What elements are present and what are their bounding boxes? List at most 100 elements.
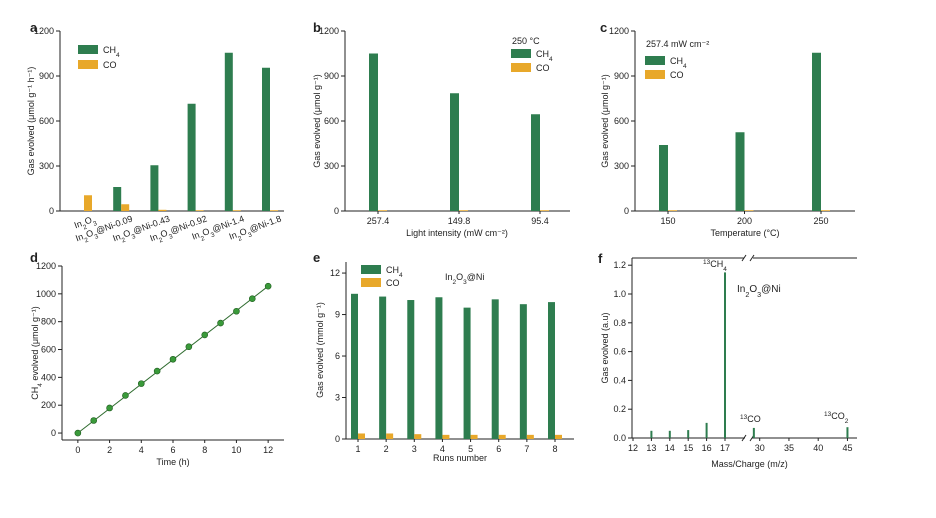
label-part: O xyxy=(122,228,132,240)
label-part: 2 xyxy=(82,223,88,231)
y-tick-label: 9 xyxy=(335,310,340,320)
label-part: 13 xyxy=(740,414,748,421)
x-tick-label: 6 xyxy=(496,444,501,454)
label-part: 13 xyxy=(824,411,832,418)
label-part: @Ni-1.8 xyxy=(248,213,283,234)
label-part: CH xyxy=(710,259,723,269)
label-part: 2 xyxy=(83,236,89,244)
x-tick-label: In2O3 xyxy=(73,213,98,233)
legend-label-ch4: CH4 xyxy=(386,265,403,279)
panel-label-f: f xyxy=(598,251,603,266)
label-part: 2 xyxy=(121,236,127,244)
x-tick-label: 4 xyxy=(139,445,144,455)
x-tick-label: 35 xyxy=(784,443,794,453)
data-point-2 xyxy=(106,404,113,412)
bar-co-8 xyxy=(555,434,562,439)
label-part: CO xyxy=(386,278,400,288)
bar-ch4-8 xyxy=(548,302,555,439)
bar-co-1 xyxy=(84,195,92,211)
bar-ch4-1 xyxy=(351,293,358,439)
legend-swatch-co xyxy=(78,60,98,69)
legend-swatch-co xyxy=(511,63,531,72)
y-axis-label: Gas evolved (a.u) xyxy=(600,312,610,383)
bar-ch4-3 xyxy=(407,300,415,439)
bar-ch4-4 xyxy=(435,297,443,439)
y-tick-label: 200 xyxy=(41,400,56,410)
x-tick-label: 12 xyxy=(628,443,638,453)
y-tick-label: 3 xyxy=(335,393,340,403)
y-tick-label: 400 xyxy=(41,372,56,382)
legend-swatch-co xyxy=(361,278,381,287)
x-axis-label: Time (h) xyxy=(156,457,189,467)
bar-co-4 xyxy=(442,434,450,439)
bar-ch4-3 xyxy=(150,165,159,211)
legend-swatch-ch4 xyxy=(361,265,381,274)
label-part: O xyxy=(85,228,95,240)
peak-mz-13 xyxy=(650,430,653,438)
x-axis-label: Temperature (°C) xyxy=(710,228,779,238)
y-tick-label: 0.2 xyxy=(613,404,626,414)
legend-swatch-co xyxy=(645,70,665,79)
x-tick-label: 12 xyxy=(263,445,273,455)
y-tick-label: 1200 xyxy=(319,26,339,36)
y-axis-label: CH4 evolved (μmol g⁻¹) xyxy=(30,306,44,400)
label-part: 3 xyxy=(463,279,467,286)
legend-swatch-ch4 xyxy=(511,49,531,58)
y-tick-label: 0 xyxy=(49,206,54,216)
y-tick-label: 600 xyxy=(39,116,54,126)
legend-label-ch4: CH4 xyxy=(670,56,687,70)
bar-co-4 xyxy=(195,210,204,211)
bar-ch4-6 xyxy=(491,299,499,439)
data-point-6 xyxy=(169,355,177,363)
bar-co-5 xyxy=(470,434,478,439)
label-part: O xyxy=(238,226,248,238)
y-tick-label: 900 xyxy=(324,71,339,81)
legend-label-co: CO xyxy=(670,70,684,80)
panel-d: 0 200 400 600 800 1000 1200 0 2 4 6 8 10 12 Time (h) CH… xyxy=(30,261,284,467)
label-part: In xyxy=(228,230,238,242)
bar-co-2 xyxy=(744,210,754,211)
label-part: In xyxy=(74,231,84,243)
peak-mz-29 xyxy=(752,427,755,438)
label-part: 2 xyxy=(453,279,457,286)
label-part: 3 xyxy=(131,233,137,241)
x-tick-label: 257.4 xyxy=(367,216,390,226)
x-tick-label: 16 xyxy=(702,443,712,453)
bar-co-7 xyxy=(526,434,534,439)
x-tick-label: 6 xyxy=(170,445,175,455)
panel-a: 03006009001200In2O3In2O3@Ni-0.09In2O3@Ni… xyxy=(26,26,284,244)
label-part: CO xyxy=(747,414,761,424)
x-tick-label: 5 xyxy=(468,444,473,454)
data-point-9 xyxy=(217,319,224,327)
bar-ch4-3 xyxy=(531,114,540,211)
label-part: CH xyxy=(536,49,549,59)
axis-break-mark xyxy=(749,254,755,262)
y-tick-label: 0 xyxy=(624,206,629,216)
y-tick-label: 0 xyxy=(334,206,339,216)
data-point-11 xyxy=(248,295,256,303)
x-tick-label: 45 xyxy=(842,443,852,453)
data-point-5 xyxy=(153,367,161,375)
label-part: 4 xyxy=(116,52,120,59)
label-part: 3 xyxy=(168,233,174,241)
bar-co-2 xyxy=(459,210,468,211)
data-point-8 xyxy=(201,331,209,339)
bar-co-3 xyxy=(821,210,830,211)
label-part: CO xyxy=(103,60,117,70)
y-tick-label: 300 xyxy=(614,161,629,171)
label-part: O xyxy=(83,215,93,227)
label-part: CH xyxy=(386,265,399,275)
label-part: 2 xyxy=(237,234,243,242)
label-part: 2 xyxy=(845,418,849,425)
y-tick-label: 300 xyxy=(39,161,54,171)
y-tick-label: 300 xyxy=(324,161,339,171)
legend-label-ch4: CH4 xyxy=(103,45,120,59)
data-point-4 xyxy=(137,380,145,387)
label-part: 4 xyxy=(549,56,553,63)
peak-mz-16 xyxy=(705,422,708,438)
label-part: In xyxy=(737,284,745,295)
y-tick-label: 6 xyxy=(335,351,340,361)
